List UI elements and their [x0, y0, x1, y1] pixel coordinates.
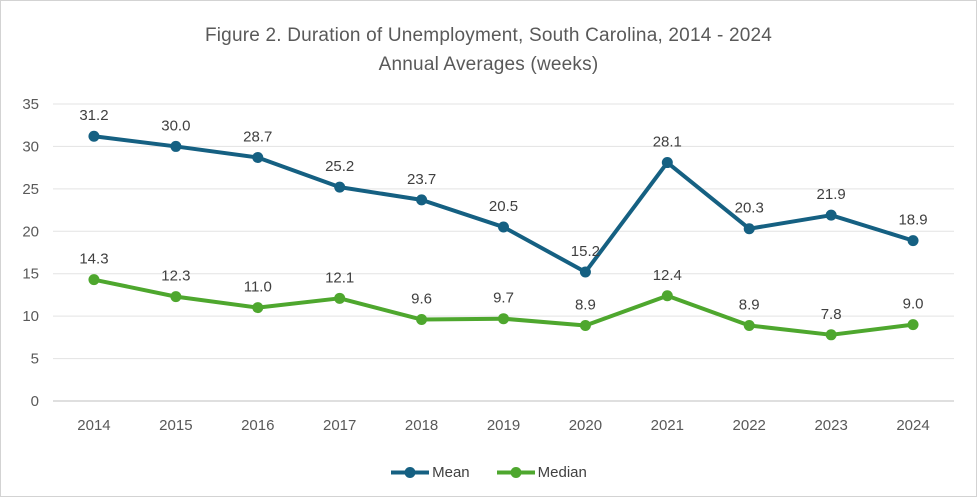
- data-point-mean-2021: [661, 157, 673, 169]
- data-label-mean-2022: 20.3: [735, 200, 764, 217]
- data-label-median-2015: 12.3: [161, 268, 190, 285]
- data-label-median-2023: 7.8: [821, 306, 842, 323]
- x-axis-tick-label-2014: 2014: [77, 417, 110, 434]
- y-axis-tick-label-20: 20: [22, 223, 39, 240]
- data-label-median-2016: 11.0: [244, 279, 272, 296]
- data-point-mean-2019: [498, 221, 509, 233]
- legend-item-mean: Mean: [390, 464, 470, 481]
- data-label-median-2018: 9.6: [411, 291, 432, 308]
- x-axis-tick-label-2015: 2015: [159, 417, 192, 434]
- data-label-median-2014: 14.3: [79, 251, 108, 268]
- data-point-mean-2016: [252, 151, 264, 163]
- x-axis-tick-label-2017: 2017: [323, 417, 356, 434]
- x-axis-tick-label-2023: 2023: [814, 417, 847, 434]
- data-point-mean-2015: [170, 140, 182, 152]
- data-point-median-2020: [579, 319, 591, 331]
- data-label-mean-2020: 15.2: [571, 243, 600, 260]
- data-label-median-2019: 9.7: [493, 290, 514, 307]
- data-point-median-2014: [88, 274, 100, 286]
- chart-legend: Mean Median: [1, 464, 976, 481]
- chart-title-line1: Figure 2. Duration of Unemployment, Sout…: [204, 25, 773, 46]
- chart-title-line2: Annual Averages (weeks): [378, 54, 599, 75]
- data-point-mean-2024: [907, 235, 919, 247]
- data-point-median-2018: [416, 314, 428, 326]
- x-axis-tick-label-2016: 2016: [241, 417, 274, 434]
- data-label-median-2017: 12.1: [325, 269, 354, 286]
- data-label-median-2021: 12.4: [653, 267, 682, 284]
- legend-label-median: Median: [537, 464, 587, 481]
- data-label-median-2024: 9.0: [903, 296, 924, 313]
- data-point-mean-2022: [743, 223, 755, 235]
- y-axis-tick-label-25: 25: [22, 181, 39, 198]
- data-point-median-2024: [907, 319, 919, 331]
- data-point-median-2022: [743, 319, 755, 331]
- chart-title: Figure 2. Duration of Unemployment, Sout…: [1, 21, 976, 79]
- data-point-mean-2017: [334, 181, 346, 193]
- data-point-median-2017: [334, 292, 346, 304]
- data-label-median-2022: 8.9: [739, 296, 760, 313]
- y-axis-tick-label-5: 5: [31, 351, 39, 368]
- x-axis-tick-label-2022: 2022: [733, 417, 766, 434]
- data-label-mean-2024: 18.9: [898, 212, 927, 229]
- median-line-marker-icon: [496, 467, 535, 478]
- data-label-median-2020: 8.9: [575, 296, 596, 313]
- data-point-median-2021: [661, 290, 673, 302]
- data-label-mean-2018: 23.7: [407, 171, 436, 188]
- data-label-mean-2014: 31.2: [79, 107, 108, 124]
- data-point-median-2015: [170, 291, 182, 303]
- data-label-mean-2019: 20.5: [489, 198, 518, 215]
- data-label-mean-2021: 28.1: [653, 134, 682, 151]
- legend-item-median: Median: [496, 464, 587, 481]
- y-axis-tick-label-35: 35: [22, 96, 39, 113]
- x-axis-tick-label-2019: 2019: [487, 417, 520, 434]
- series-line-median: [91, 277, 916, 337]
- x-axis-tick-label-2021: 2021: [651, 417, 684, 434]
- mean-line-marker-icon: [391, 467, 430, 478]
- data-label-mean-2015: 30.0: [161, 117, 190, 134]
- x-axis-tick-label-2018: 2018: [405, 417, 438, 434]
- y-axis-tick-label-10: 10: [22, 308, 39, 325]
- data-label-mean-2017: 25.2: [325, 158, 354, 175]
- data-point-mean-2018: [416, 194, 428, 206]
- data-point-mean-2020: [579, 266, 591, 278]
- data-label-mean-2023: 21.9: [817, 186, 846, 203]
- y-axis-tick-label-30: 30: [22, 138, 39, 155]
- data-point-median-2023: [825, 329, 837, 341]
- data-label-mean-2016: 28.7: [243, 128, 272, 145]
- data-point-median-2016: [252, 302, 264, 314]
- x-axis-tick-label-2024: 2024: [896, 417, 929, 434]
- x-axis-tick-label-2020: 2020: [569, 417, 602, 434]
- data-point-median-2019: [498, 313, 509, 325]
- y-axis-tick-label-15: 15: [22, 266, 39, 283]
- data-point-mean-2023: [825, 209, 837, 221]
- data-point-mean-2014: [88, 130, 100, 142]
- y-axis-tick-label-0: 0: [31, 393, 39, 410]
- legend-label-mean: Mean: [432, 464, 470, 481]
